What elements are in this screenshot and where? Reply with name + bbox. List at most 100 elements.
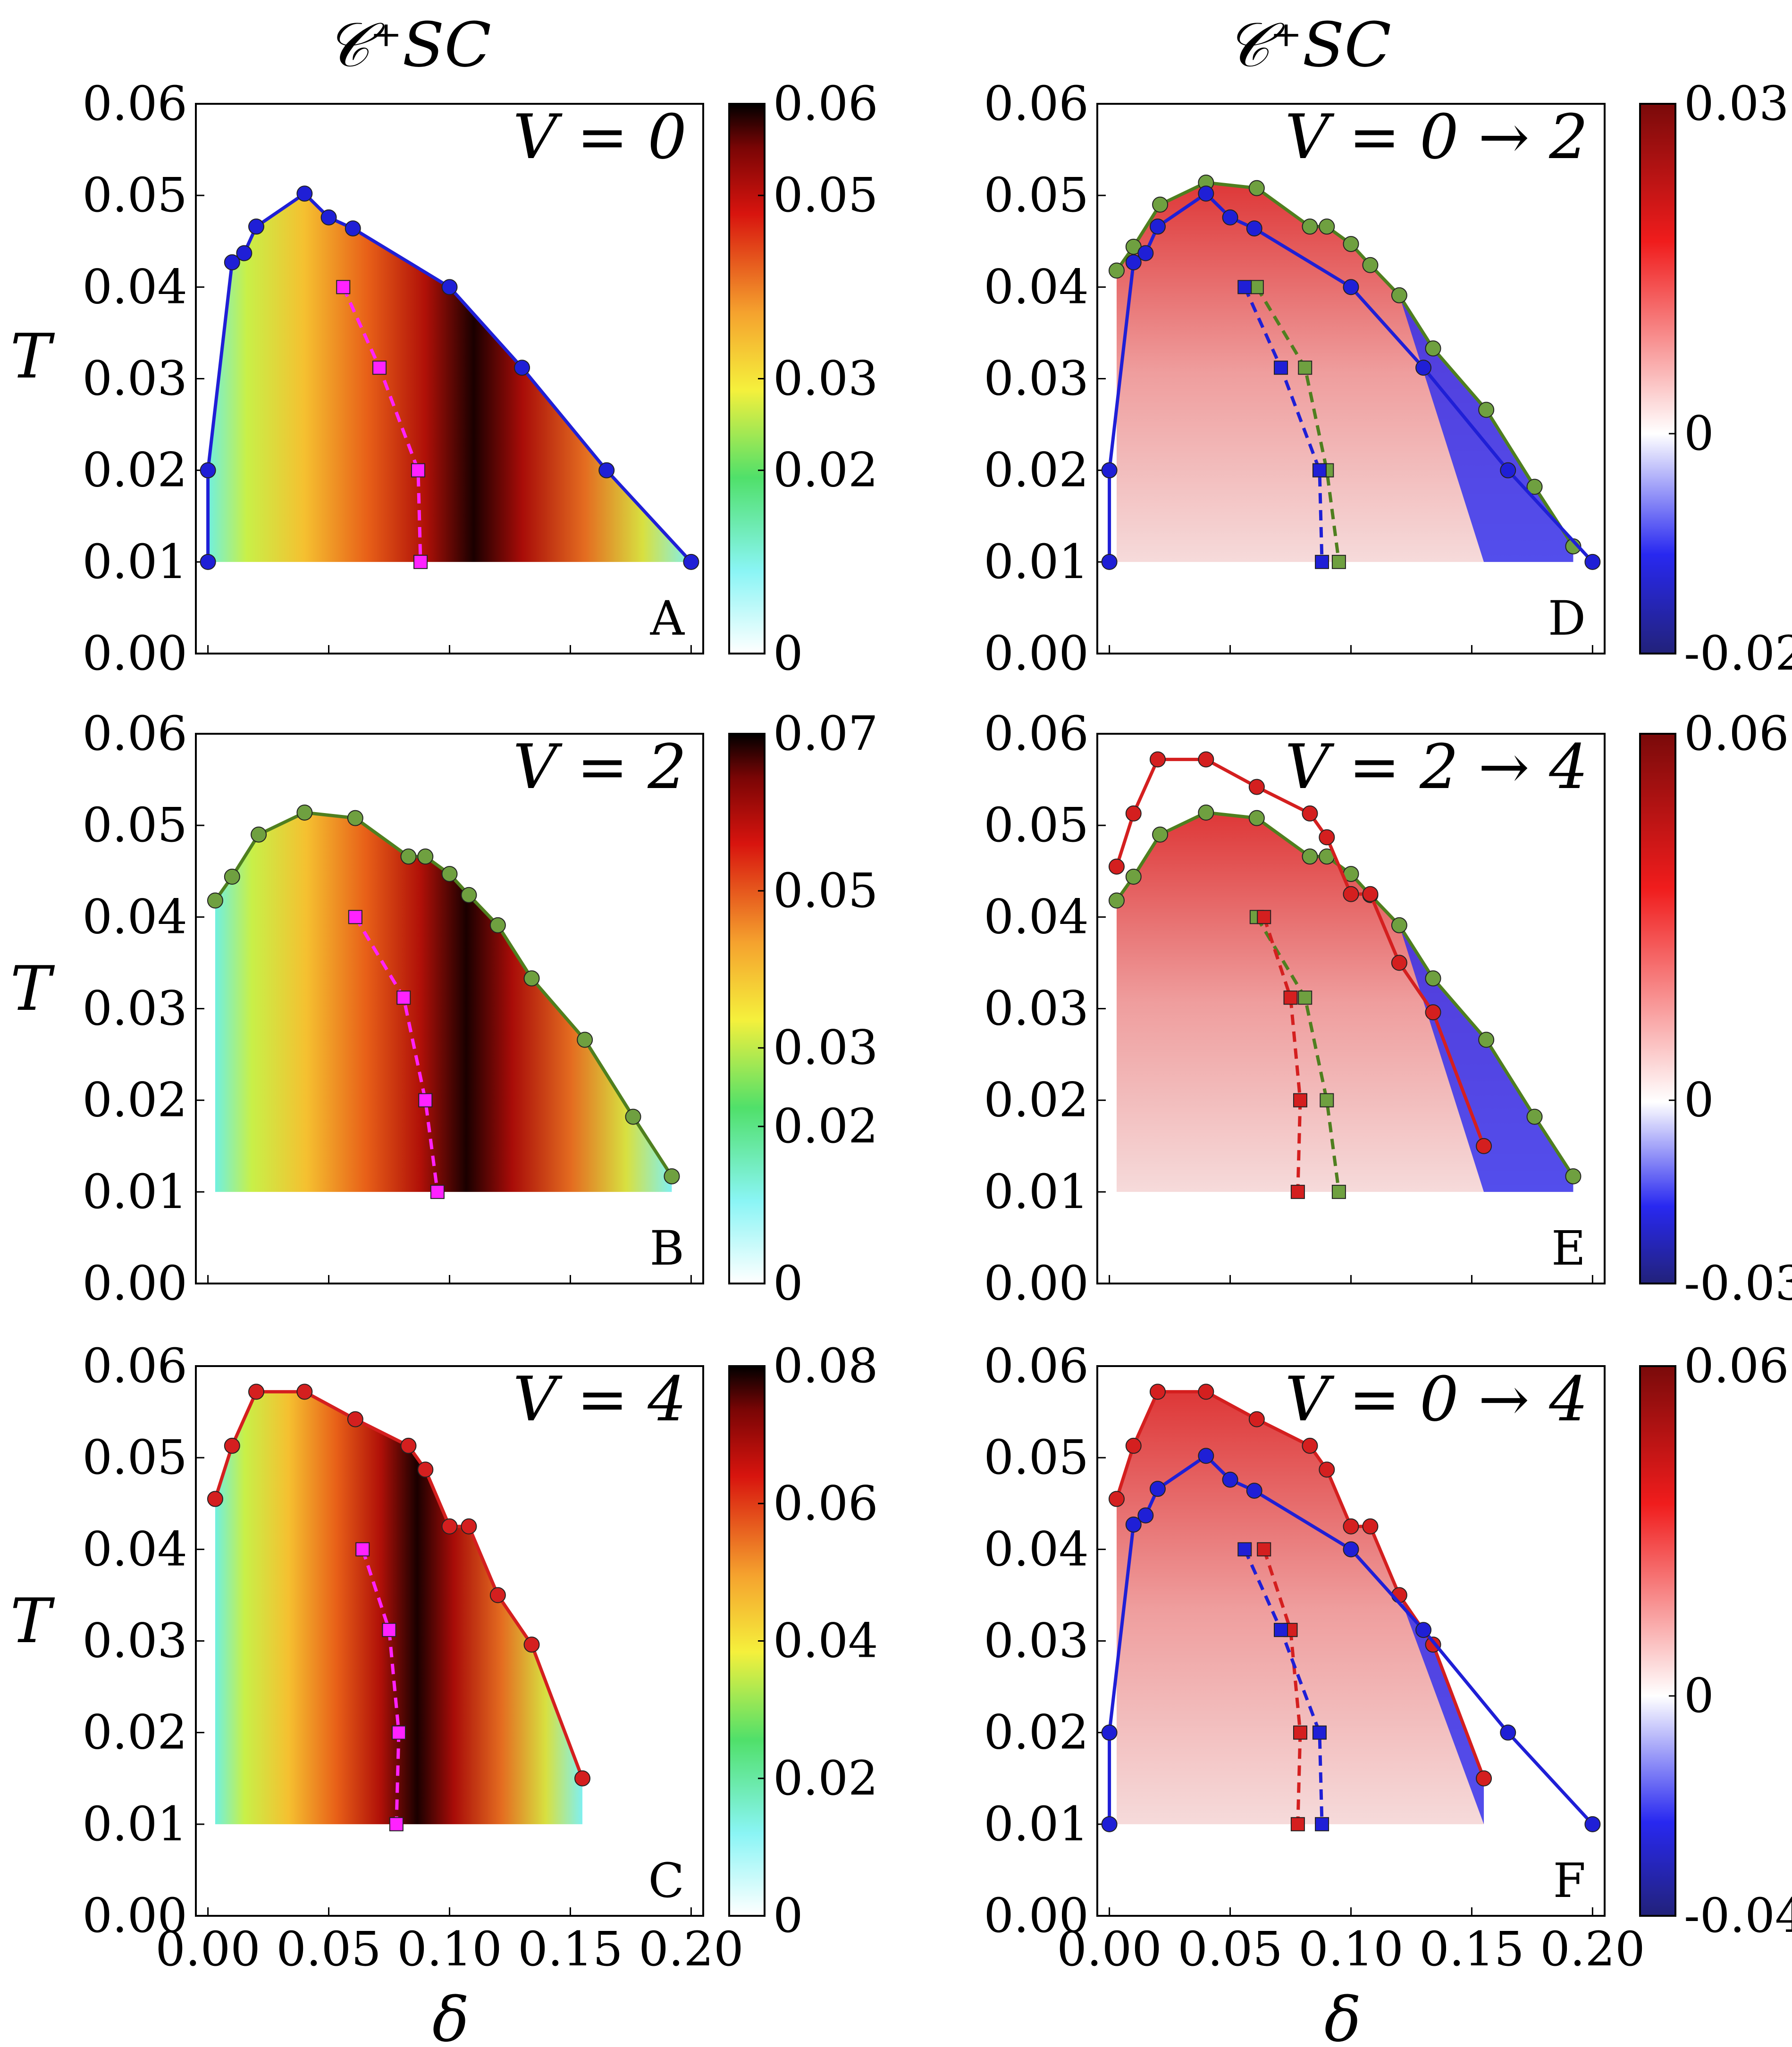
data-point-e xyxy=(1331,1184,1346,1199)
y-tick-label-f: 0.02 xyxy=(984,1705,1089,1760)
y-tick-label-a: 0.06 xyxy=(82,76,187,131)
y-tick-label-d: 0.00 xyxy=(984,626,1089,681)
y-tick-label-f: 0.01 xyxy=(984,1796,1089,1852)
data-point-b xyxy=(461,887,477,903)
data-point-b xyxy=(441,866,458,882)
y-tick-label-b: 0.01 xyxy=(82,1164,187,1219)
colorbar-label-d: 0.03 xyxy=(1684,76,1789,131)
data-point-e xyxy=(1248,779,1265,795)
data-point-f xyxy=(1108,1491,1125,1507)
panel-letter-a: A xyxy=(650,591,685,646)
y-tick-label-c: 0.04 xyxy=(82,1521,187,1577)
data-point-e xyxy=(1362,886,1379,902)
y-axis-label-a: T xyxy=(10,320,55,392)
x-tick-label-f: 0.15 xyxy=(1419,1921,1524,1977)
data-point-c xyxy=(347,1411,363,1427)
y-tick-label-c: 0.00 xyxy=(82,1888,187,1943)
data-point-e xyxy=(1248,810,1265,826)
colorbar-label-f: 0 xyxy=(1684,1668,1714,1723)
data-point-e xyxy=(1198,751,1214,768)
series-line-d-1 xyxy=(1108,191,1594,563)
series-line-b-0 xyxy=(214,811,673,1177)
data-point-d xyxy=(1108,262,1125,279)
series-line-e-3 xyxy=(1262,916,1302,1192)
panel-c: 0.00 0.01 0.02 0.03 0.04 0.05 0.06 0.00 0.05 0.10… xyxy=(82,1338,878,1977)
data-point-d xyxy=(1125,254,1142,270)
data-point-d xyxy=(1101,554,1118,570)
data-point-c xyxy=(523,1636,540,1653)
data-point-f xyxy=(1315,1817,1329,1831)
y-tick-label-b: 0.04 xyxy=(82,889,187,944)
data-point-b xyxy=(207,892,223,909)
data-point-e xyxy=(1125,805,1142,822)
data-point-e xyxy=(1283,990,1298,1005)
colorbar-label-e: 0 xyxy=(1684,1073,1714,1128)
x-tick-label-c: 0.10 xyxy=(397,1921,502,1977)
data-point-f xyxy=(1500,1724,1516,1741)
data-point-f xyxy=(1319,1461,1335,1478)
data-point-d xyxy=(1248,180,1265,196)
data-point-a xyxy=(514,360,530,376)
data-point-d xyxy=(1391,287,1407,303)
data-point-e xyxy=(1198,804,1214,821)
data-point-a xyxy=(236,245,252,261)
data-point-e xyxy=(1343,886,1359,902)
series-line-d-3 xyxy=(1243,286,1324,562)
x-tick-label-c: 0.05 xyxy=(276,1921,381,1977)
data-point-a xyxy=(200,554,216,570)
data-point-c xyxy=(400,1437,417,1454)
x-axis-label-left: δ xyxy=(432,1984,469,2047)
data-point-b xyxy=(251,826,267,843)
data-point-a xyxy=(411,463,425,478)
data-point-c xyxy=(355,1542,370,1557)
panels: 0.000.010.020.030.040.050.06 V = 0A0.060.… xyxy=(82,76,1792,1977)
colorbar-label-f: 0.06 xyxy=(1684,1338,1789,1393)
colorbar-label-b: 0.07 xyxy=(773,706,878,761)
data-point-b xyxy=(577,1032,593,1048)
series-line-c-1 xyxy=(361,1549,401,1824)
data-point-d xyxy=(1425,340,1441,357)
panel-f: 0.00 0.01 0.02 0.03 0.04 0.05 0.06 0.00 0.05 0.10… xyxy=(984,1338,1792,1977)
colorbar-d xyxy=(1639,103,1676,654)
panel-letter-d: D xyxy=(1548,591,1586,646)
data-point-f xyxy=(1274,1623,1288,1637)
heatmap-region-c xyxy=(215,1392,583,1824)
colorbar-label-a: 0 xyxy=(773,626,803,681)
y-tick-label-c: 0.05 xyxy=(82,1430,187,1485)
y-tick-label-d: 0.03 xyxy=(984,351,1089,406)
data-point-f xyxy=(1302,1437,1318,1454)
x-tick-label-f: 0.20 xyxy=(1540,1921,1645,1977)
data-point-f xyxy=(1257,1542,1271,1557)
data-point-c xyxy=(441,1518,458,1535)
data-point-e xyxy=(1391,955,1407,971)
data-point-b xyxy=(417,848,434,865)
data-point-e xyxy=(1476,1138,1492,1154)
y-tick-label-f: 0.04 xyxy=(984,1521,1089,1577)
data-point-b xyxy=(396,990,411,1005)
data-point-d xyxy=(1362,257,1379,273)
y-tick-label-c: 0.02 xyxy=(82,1705,187,1760)
data-point-d xyxy=(1584,554,1601,570)
column-title-right: 𝒞⁺SC xyxy=(1225,9,1391,81)
colorbar-label-c: 0.02 xyxy=(773,1751,878,1806)
colorbar-label-e: 0.06 xyxy=(1684,706,1789,761)
data-point-b xyxy=(430,1184,445,1199)
y-tick-label-e: 0.02 xyxy=(984,1073,1089,1128)
data-point-d xyxy=(1101,462,1118,478)
colorbar-e xyxy=(1639,733,1676,1284)
panel-b: 0.00 0.01 0.02 0.03 0.04 0.05 0.06 V = 2 B 0.07 0.… xyxy=(82,706,878,1311)
data-point-c xyxy=(296,1384,313,1400)
y-tick-label-a: 0.03 xyxy=(82,351,187,406)
series-line-e-2 xyxy=(1255,916,1341,1192)
y-tick-label-d: 0.01 xyxy=(984,534,1089,589)
data-point-d xyxy=(1526,478,1543,495)
data-point-f xyxy=(1101,1816,1118,1832)
data-point-f xyxy=(1476,1770,1492,1787)
series-line-d-0 xyxy=(1115,181,1575,547)
series-line-e-1 xyxy=(1115,757,1486,1147)
data-point-d xyxy=(1222,209,1238,226)
data-point-b xyxy=(625,1108,641,1125)
y-tick-label-f: 0.00 xyxy=(984,1888,1089,1943)
series-line-f-2 xyxy=(1262,1549,1302,1824)
y-tick-label-e: 0.01 xyxy=(984,1164,1089,1219)
